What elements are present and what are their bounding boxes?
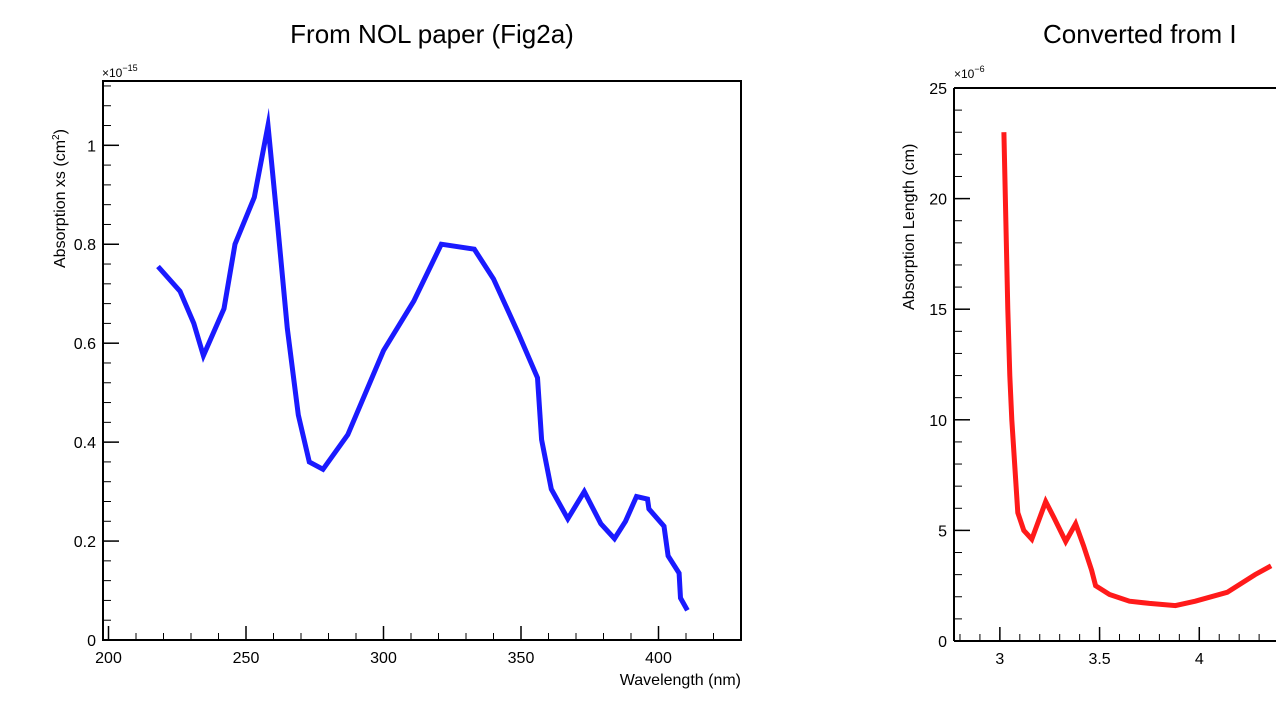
c1-y-tick-label: 1 xyxy=(87,138,96,155)
left-chart: From NOL paper (Fig2a) 200 250 300 350 400 0… xyxy=(51,19,742,689)
c2-y-tick-label: 20 xyxy=(929,192,947,209)
c1-y-tick-label: 0.2 xyxy=(74,534,96,551)
left-x-ticks: 200 250 300 350 400 xyxy=(95,626,742,667)
c1-x-tick-label: 250 xyxy=(233,650,260,667)
c2-y-tick-label: 10 xyxy=(929,413,947,430)
c1-x-tick-label: 350 xyxy=(508,650,535,667)
left-plot-frame xyxy=(102,80,742,641)
c1-y-tick-label: 0.4 xyxy=(74,435,96,452)
right-y-multiplier: ×10−6 xyxy=(954,64,985,81)
left-y-multiplier: ×10−15 xyxy=(102,63,138,80)
c2-x-tick-label: 4 xyxy=(1195,651,1204,668)
c1-x-tick-label: 200 xyxy=(95,650,122,667)
right-chart-title: Converted from I xyxy=(1043,19,1237,49)
left-series-group xyxy=(156,107,690,612)
c2-y-tick-label: 0 xyxy=(938,634,947,651)
c2-y-tick-label: 25 xyxy=(929,81,947,98)
right-series-group xyxy=(1001,132,1273,609)
left-y-axis-label: Absorption xs (cm2) xyxy=(51,129,69,268)
c2-series-line-0 xyxy=(1001,132,1273,609)
c1-y-tick-label: 0.8 xyxy=(74,237,96,254)
c1-series-line-0 xyxy=(156,107,690,612)
c2-x-tick-label: 3 xyxy=(995,651,1004,668)
right-y-ticks: 0 5 10 15 20 25 xyxy=(929,81,970,651)
left-chart-title: From NOL paper (Fig2a) xyxy=(290,19,574,49)
left-y-ticks: 0 0.2 0.4 0.6 0.8 1 xyxy=(74,85,119,650)
c1-y-tick-label: 0.6 xyxy=(74,336,96,353)
c2-y-tick-label: 5 xyxy=(938,523,947,540)
right-y-axis-label: Absorption Length (cm) xyxy=(901,144,918,310)
c1-x-tick-label: 300 xyxy=(370,650,397,667)
right-x-ticks: 3 3.5 4 xyxy=(959,627,1260,668)
c2-y-tick-label: 15 xyxy=(929,302,947,319)
c2-x-tick-label: 3.5 xyxy=(1088,651,1110,668)
c1-y-tick-label: 0 xyxy=(87,633,96,650)
c1-x-tick-label: 400 xyxy=(645,650,672,667)
left-x-axis-label: Wavelength (nm) xyxy=(620,672,741,689)
